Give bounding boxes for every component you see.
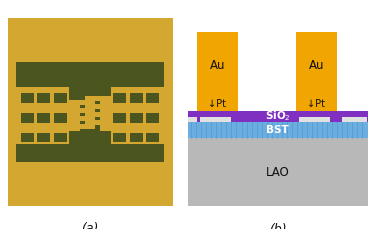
Text: SiO$_2$: SiO$_2$	[265, 109, 290, 123]
Bar	[130, 113, 143, 123]
Bar	[54, 133, 67, 142]
Bar	[85, 112, 111, 117]
Text: ↓Pt: ↓Pt	[307, 99, 325, 109]
Bar	[37, 93, 50, 103]
Text: ↓Pt: ↓Pt	[208, 99, 226, 109]
Bar	[69, 124, 95, 129]
Bar	[130, 93, 143, 103]
Bar	[188, 122, 368, 139]
Bar	[16, 87, 69, 144]
Bar	[113, 93, 126, 103]
Text: Au: Au	[210, 59, 225, 72]
Bar	[69, 100, 80, 131]
Text: BST: BST	[266, 125, 289, 135]
Bar	[69, 108, 95, 113]
Bar	[188, 117, 196, 122]
Bar	[196, 33, 238, 111]
Bar	[130, 133, 143, 142]
Bar	[85, 104, 111, 109]
Text: (a): (a)	[81, 222, 99, 229]
Bar	[37, 113, 50, 123]
Bar	[54, 93, 67, 103]
Bar	[21, 113, 34, 123]
Bar	[21, 93, 34, 103]
Bar	[111, 87, 164, 144]
Bar	[296, 33, 337, 111]
Bar	[113, 113, 126, 123]
Bar	[188, 111, 368, 122]
Bar	[69, 100, 95, 105]
Bar	[100, 100, 111, 131]
Bar	[188, 139, 368, 206]
Bar	[342, 117, 368, 122]
Bar	[200, 117, 231, 122]
Bar	[146, 113, 159, 123]
Bar	[85, 120, 111, 125]
Bar	[69, 116, 95, 121]
Bar	[37, 133, 50, 142]
Text: (b): (b)	[268, 223, 286, 229]
Bar	[299, 117, 330, 122]
Text: LAO: LAO	[266, 166, 290, 179]
Bar	[146, 93, 159, 103]
Bar	[85, 96, 111, 101]
Text: Au: Au	[309, 59, 324, 72]
Bar	[21, 133, 34, 142]
Bar	[113, 133, 126, 142]
Bar	[16, 162, 164, 198]
Bar	[54, 113, 67, 123]
Bar	[146, 133, 159, 142]
Bar	[16, 27, 164, 63]
